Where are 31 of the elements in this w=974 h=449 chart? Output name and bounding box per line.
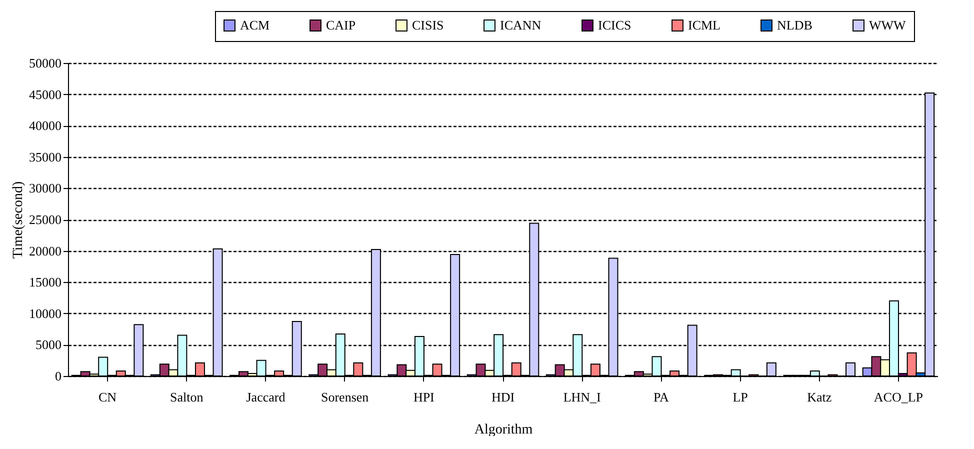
y-tick-label: 0 (55, 368, 62, 384)
legend-label: CISIS (412, 18, 444, 33)
x-tick-label: ACO_LP (874, 390, 924, 404)
y-tick-label: 25000 (29, 212, 62, 227)
x-tick-label: HPI (413, 390, 434, 404)
x-tick-label: LHN_I (563, 390, 601, 404)
legend-label: ICANN (500, 18, 542, 33)
x-tick-label: Katz (807, 390, 832, 404)
legend-label: ICML (688, 18, 721, 33)
y-tick-label: 20000 (29, 243, 62, 258)
y-tick-label: 45000 (29, 86, 62, 102)
y-tick-label: 5000 (36, 337, 62, 352)
y-tick-label: 35000 (29, 149, 62, 164)
x-tick-label: Jaccard (246, 390, 286, 404)
legend-label: WWW (869, 18, 907, 33)
x-tick-label: CN (98, 390, 118, 404)
y-tick-label: 40000 (29, 118, 62, 134)
x-tick-label: PA (653, 390, 670, 404)
y-axis-title: Time(second) (11, 181, 26, 259)
x-tick-label: Sorensen (320, 390, 370, 404)
x-tick-label: HDI (491, 390, 515, 404)
y-tick-label: 50000 (29, 56, 62, 70)
y-tick-label: 15000 (29, 274, 62, 290)
legend-label: NLDB (777, 18, 813, 33)
legend-label: ICICS (598, 18, 632, 33)
y-tick-label: 30000 (29, 180, 62, 196)
legend-label: CAIP (326, 18, 356, 33)
legend-label: ACM (240, 18, 270, 33)
x-tick-label: Salton (170, 390, 204, 404)
y-tick-label: 10000 (29, 306, 62, 321)
x-tick-label: LP (732, 390, 748, 404)
